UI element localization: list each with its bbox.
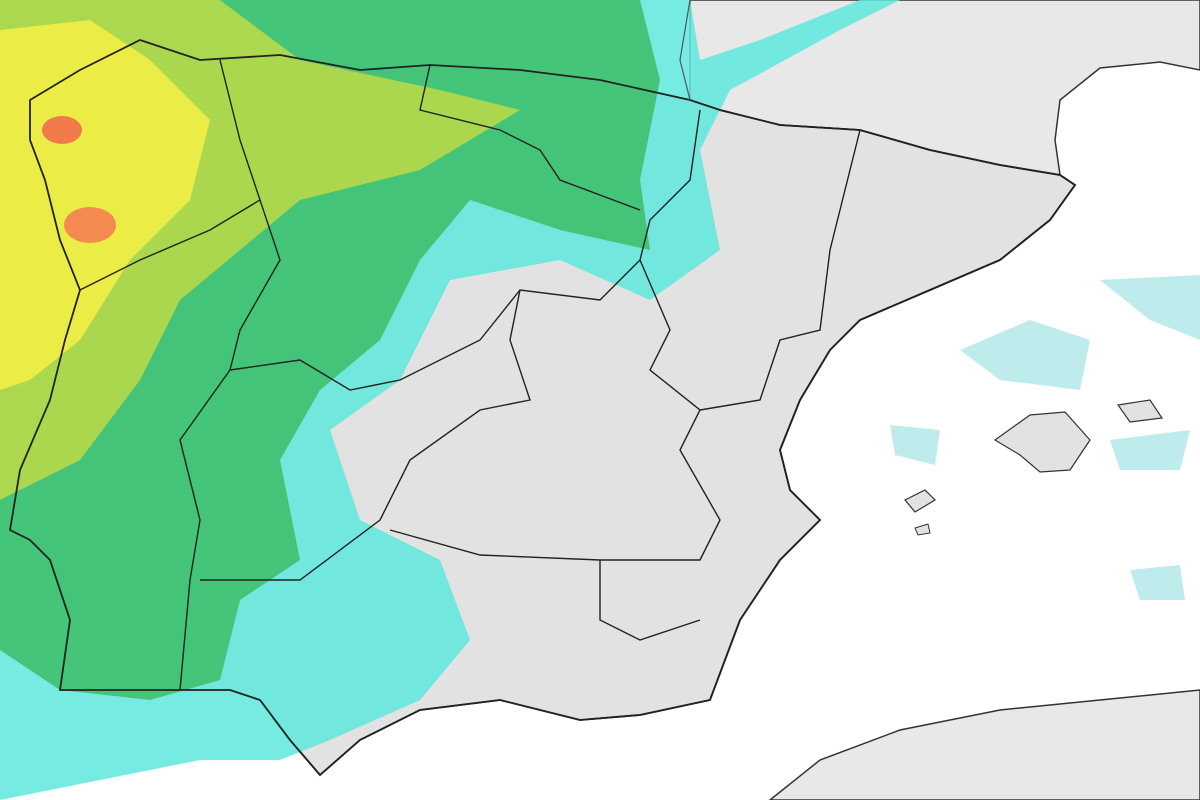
border [699, 129, 861, 411]
precip-max [64, 207, 116, 243]
border [599, 560, 701, 641]
precip-max [42, 116, 82, 144]
menorca [1116, 399, 1164, 423]
precip-very-heavy [0, 20, 210, 390]
precip-trace [890, 425, 940, 465]
precip-trace [960, 320, 1090, 390]
border [179, 199, 281, 691]
border [389, 259, 721, 561]
coastline [9, 39, 1077, 777]
region-borders [79, 59, 861, 691]
precip-trace [1110, 430, 1190, 470]
ibiza [904, 489, 936, 513]
africa-land [768, 689, 1200, 800]
precip-trace [1130, 565, 1185, 600]
border [200, 289, 531, 581]
mallorca [993, 411, 1091, 473]
france-coast [679, 0, 691, 101]
formentera [914, 523, 931, 536]
border [419, 64, 641, 211]
precip-trace [1100, 275, 1200, 340]
border [79, 59, 261, 291]
